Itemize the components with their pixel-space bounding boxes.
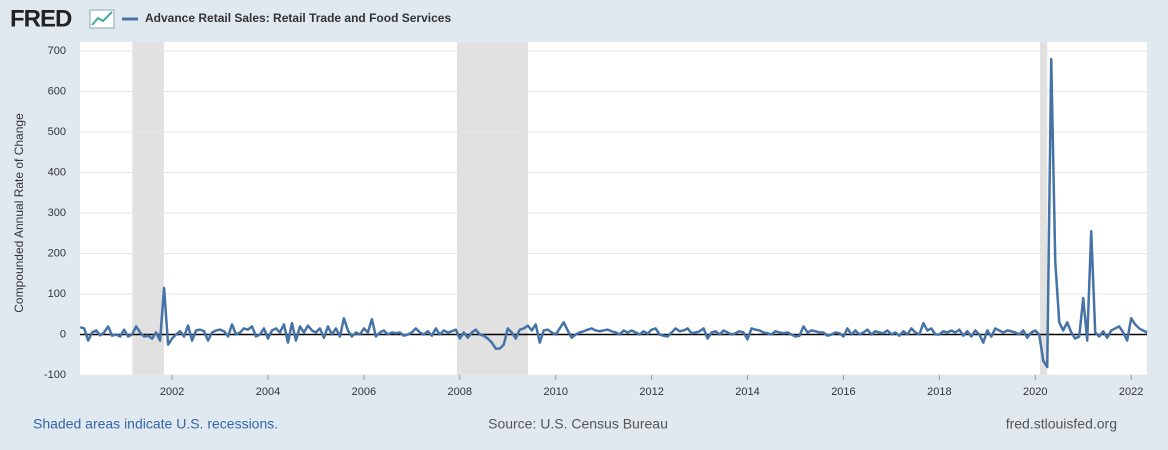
y-tick-label: 300 bbox=[48, 207, 66, 219]
y-tick-label: 400 bbox=[48, 166, 66, 178]
recession-note: Shaded areas indicate U.S. recessions. bbox=[33, 416, 278, 432]
y-tick-label: -100 bbox=[44, 369, 66, 381]
y-tick-label: 600 bbox=[48, 85, 66, 97]
y-tick-label: 500 bbox=[48, 126, 66, 138]
recession-band bbox=[1040, 42, 1048, 375]
legend-label: Advance Retail Sales: Retail Trade and F… bbox=[145, 11, 451, 25]
x-tick-label: 2014 bbox=[735, 386, 759, 398]
source: Source: U.S. Census Bureau bbox=[488, 416, 668, 432]
recession-band bbox=[456, 42, 528, 375]
y-tick-label: 0 bbox=[60, 328, 66, 340]
x-tick-label: 2006 bbox=[352, 386, 376, 398]
x-tick-label: 2010 bbox=[543, 386, 567, 398]
recession-band bbox=[132, 42, 164, 375]
x-tick-label: 2016 bbox=[831, 386, 855, 398]
x-tick-label: 2012 bbox=[639, 386, 663, 398]
x-tick-label: 2018 bbox=[927, 386, 951, 398]
site: fred.stlouisfed.org bbox=[1006, 416, 1117, 432]
x-tick-label: 2022 bbox=[1119, 386, 1143, 398]
x-tick-label: 2020 bbox=[1023, 386, 1047, 398]
data-line bbox=[79, 57, 1148, 369]
plot-area bbox=[80, 42, 1147, 375]
y-tick-label: 100 bbox=[48, 288, 66, 300]
logo-icon bbox=[89, 9, 115, 29]
x-tick-label: 2002 bbox=[160, 386, 184, 398]
y-tick-label: 200 bbox=[48, 247, 66, 259]
logo: FRED bbox=[10, 5, 72, 32]
y-tick-label: 700 bbox=[48, 45, 66, 57]
x-tick-label: 2004 bbox=[256, 386, 280, 398]
x-tick-label: 2008 bbox=[448, 386, 472, 398]
y-axis-title: Compounded Annual Rate of Change bbox=[12, 113, 26, 313]
